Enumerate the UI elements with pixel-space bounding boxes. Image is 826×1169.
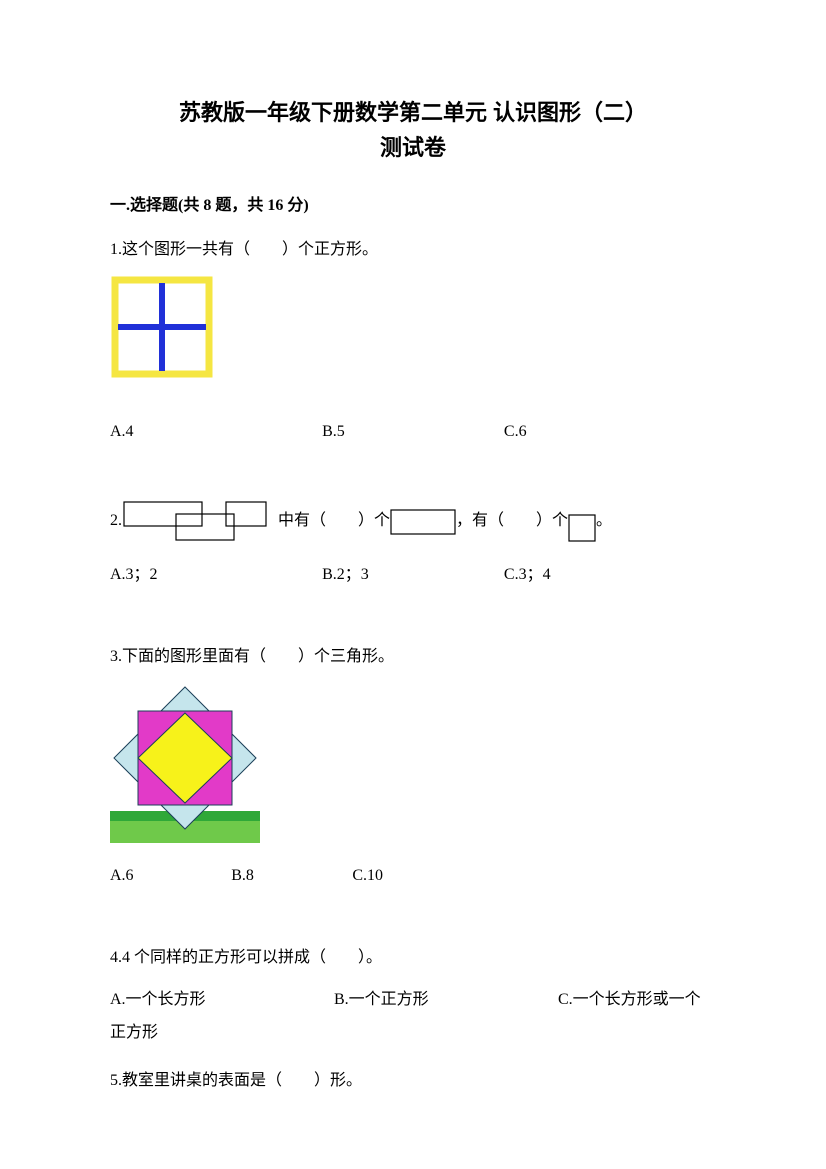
q2-line: 2. 中有（ ）个 ，有（ ）个 。 — [110, 500, 716, 542]
q2-prefix: 2. — [110, 508, 122, 534]
q2-square-figure — [568, 514, 596, 542]
q2-optC: C.3；4 — [504, 562, 716, 588]
q2-optB: B.2；3 — [322, 562, 504, 588]
title-line2: 测试卷 — [380, 135, 446, 160]
q3-optC: C.10 — [352, 863, 716, 889]
q2-optA: A.3；2 — [110, 562, 322, 588]
q2-tail: 。 — [596, 508, 612, 534]
q2-options: A.3；2 B.2；3 C.3；4 — [110, 562, 716, 588]
question-3: 3.下面的图形里面有（ ）个三角形。 A.6 B.8 C.10 — [110, 644, 716, 927]
q1-figure — [110, 275, 716, 379]
section-header: 一.选择题(共 8 题，共 16 分) — [110, 193, 716, 219]
q2-mid2: ，有（ ）个 — [456, 508, 568, 534]
q5-text: 5.教室里讲桌的表面是（ ）形。 — [110, 1068, 716, 1094]
question-1: 1.这个图形一共有（ ）个正方形。 A.4 B.5 C.6 — [110, 237, 716, 482]
q1-optC: C.6 — [504, 419, 716, 445]
q2-mid1: 中有（ ）个 — [278, 508, 390, 534]
title-line1: 苏教版一年级下册数学第二单元 认识图形（二） — [179, 100, 647, 125]
q1-options: A.4 B.5 C.6 — [110, 419, 716, 445]
question-4: 4.4 个同样的正方形可以拼成（ ）。 A.一个长方形 B.一个正方形 C.一个… — [110, 945, 716, 1050]
q1-square-grid — [110, 275, 214, 379]
q4-optA: A.一个长方形 — [110, 983, 330, 1017]
q4-options: A.一个长方形 B.一个正方形 C.一个长方形或一个正方形 — [110, 983, 716, 1050]
q3-optB: B.8 — [231, 863, 352, 889]
q1-optB: B.5 — [322, 419, 504, 445]
q2-rect-figure — [390, 504, 456, 538]
question-2: 2. 中有（ ）个 ，有（ ）个 。 A.3；2 B.2；3 C.3；4 — [110, 500, 716, 626]
page-title: 苏教版一年级下册数学第二单元 认识图形（二） 测试卷 — [110, 95, 716, 165]
q1-optA: A.4 — [110, 419, 322, 445]
q4-text: 4.4 个同样的正方形可以拼成（ ）。 — [110, 945, 716, 971]
q2-group-figure — [122, 500, 278, 542]
q3-text: 3.下面的图形里面有（ ）个三角形。 — [110, 644, 716, 670]
q3-figure — [110, 681, 716, 843]
q1-text: 1.这个图形一共有（ ）个正方形。 — [110, 237, 716, 263]
q3-options: A.6 B.8 C.10 — [110, 863, 716, 889]
question-5: 5.教室里讲桌的表面是（ ）形。 — [110, 1068, 716, 1094]
q4-optB: B.一个正方形 — [334, 983, 554, 1017]
q3-optA: A.6 — [110, 863, 231, 889]
